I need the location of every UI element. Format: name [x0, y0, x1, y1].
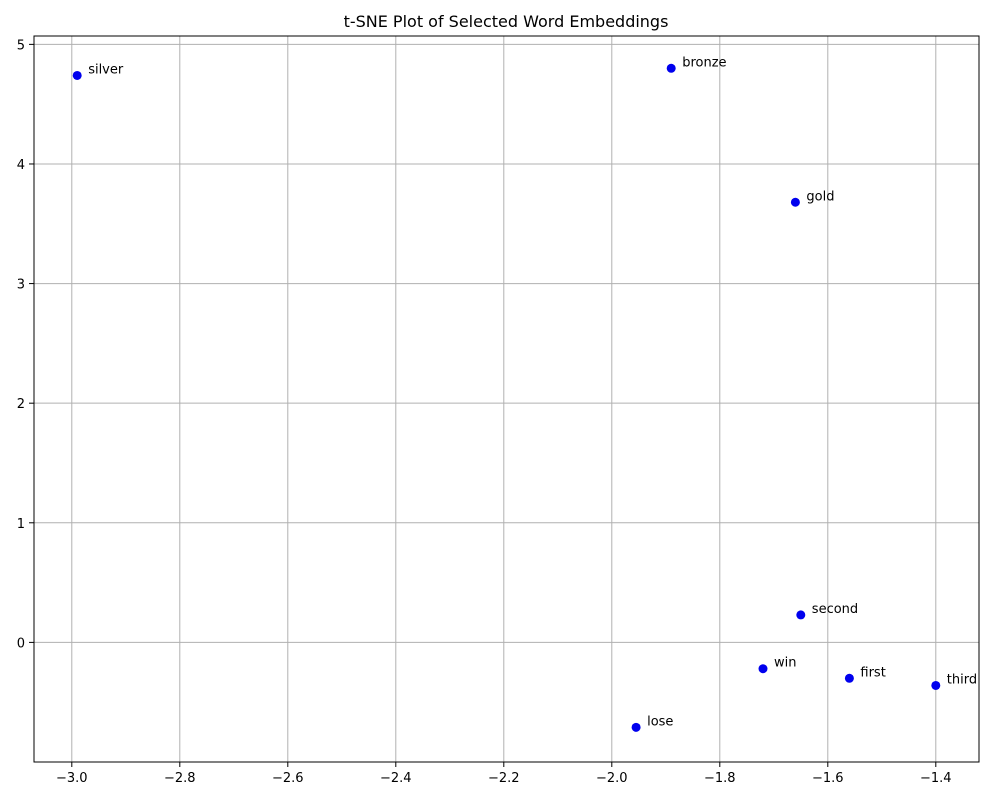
data-point-win: [758, 664, 768, 674]
point-label-gold: gold: [806, 189, 834, 204]
x-tick-label: −2.2: [488, 771, 520, 786]
point-label-first: first: [860, 665, 885, 680]
chart-title: t-SNE Plot of Selected Word Embeddings: [344, 12, 669, 31]
y-tick-label: 5: [17, 38, 25, 53]
plot-area-frame: [33, 35, 980, 763]
grid-layer: [34, 36, 979, 762]
data-point-lose: [631, 722, 641, 732]
x-tick-label: −2.4: [380, 771, 412, 786]
ticks-layer: −3.0 −2.8 −2.6 −2.4 −2.2 −2.0 −1.8 −1.6 −1.4 0 1 2 3…: [17, 38, 952, 786]
data-point-first: [844, 673, 854, 683]
point-label-silver: silver: [88, 62, 124, 77]
y-tick-label: 2: [17, 397, 25, 412]
x-tick-label: −1.8: [704, 771, 736, 786]
x-tick-label: −1.6: [812, 771, 844, 786]
x-tick-label: −2.6: [272, 771, 304, 786]
y-tick-label: 3: [17, 278, 25, 293]
data-point-gold: [790, 197, 800, 207]
data-point-second: [796, 610, 806, 620]
data-point-silver: [72, 70, 82, 80]
point-label-bronze: bronze: [682, 55, 726, 70]
data-point-bronze: [666, 63, 676, 73]
y-tick-label: 1: [17, 517, 25, 532]
point-label-lose: lose: [647, 714, 673, 729]
point-label-third: third: [947, 672, 977, 687]
point-label-win: win: [774, 656, 796, 671]
data-point-third: [931, 680, 941, 690]
points-layer: silver bronze gold second win first third lose: [72, 55, 977, 732]
y-tick-label: 4: [17, 158, 25, 173]
x-tick-label: −1.4: [920, 771, 952, 786]
point-label-second: second: [812, 602, 858, 617]
y-tick-label: 0: [17, 636, 25, 651]
x-tick-label: −3.0: [56, 771, 88, 786]
x-tick-label: −2.8: [164, 771, 196, 786]
x-tick-label: −2.0: [596, 771, 628, 786]
